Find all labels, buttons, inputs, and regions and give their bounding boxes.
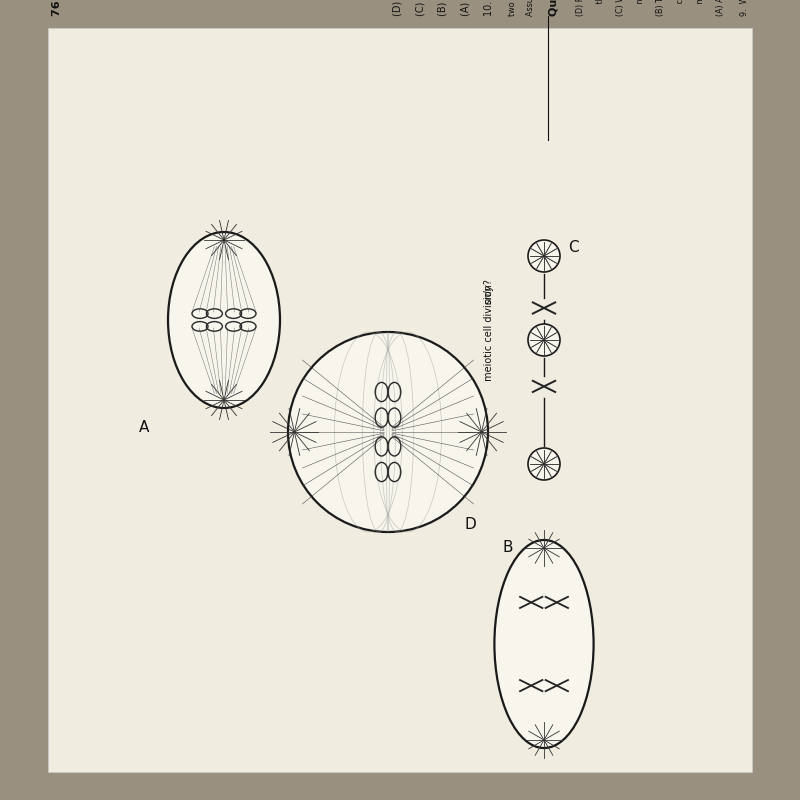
Text: A: A bbox=[139, 420, 149, 435]
Text: 10. Which figure could represent: 10. Which figure could represent bbox=[484, 0, 494, 16]
Ellipse shape bbox=[168, 232, 280, 408]
Text: meiotic cell division?: meiotic cell division? bbox=[484, 279, 494, 384]
Text: (B) B: (B) B bbox=[438, 0, 448, 16]
Text: than not.: than not. bbox=[596, 0, 605, 16]
Text: (A) A significant difference between cells undergoing meiosis II do not undergo: (A) A significant difference between cel… bbox=[716, 0, 725, 16]
Text: 76   AP BIOLOGY: 76 AP BIOLOGY bbox=[52, 0, 62, 16]
Text: B: B bbox=[502, 540, 513, 555]
Text: (D) D: (D) D bbox=[393, 0, 403, 16]
Circle shape bbox=[528, 448, 560, 480]
Text: number gets cut in half.: number gets cut in half. bbox=[636, 0, 645, 16]
Text: C: C bbox=[568, 241, 578, 255]
Circle shape bbox=[288, 332, 488, 532]
Text: meiosis II is that chromosomes in cells undergoing meiosis II do not undergo: meiosis II is that chromosomes in cells … bbox=[696, 0, 705, 16]
Text: only: only bbox=[484, 283, 494, 304]
Text: 9.  Which of the following is a significant difference between cells undergoing : 9. Which of the following is a significa… bbox=[740, 0, 749, 16]
Text: (D) Replication of chromosomes occurs during the S phase of interphase.: (D) Replication of chromosomes occurs du… bbox=[576, 0, 585, 16]
Text: D: D bbox=[465, 517, 476, 532]
Ellipse shape bbox=[494, 540, 594, 748]
Text: (B) The most important process that occurs during meiosis is that the chromosome: (B) The most important process that occu… bbox=[656, 0, 665, 16]
FancyBboxPatch shape bbox=[48, 28, 752, 772]
Text: (C) With few exceptions, human body cells spend more of their lives in cell divi: (C) With few exceptions, human body cell… bbox=[616, 0, 625, 16]
Text: Questions 10–11: Questions 10–11 bbox=[548, 0, 558, 16]
Circle shape bbox=[528, 324, 560, 356]
Text: Assume that each figure below represents a cell that will continue to divide and: Assume that each figure below represents… bbox=[526, 0, 534, 16]
Text: (C) C: (C) C bbox=[415, 0, 426, 16]
Text: two daughter cells.: two daughter cells. bbox=[508, 0, 517, 16]
Circle shape bbox=[528, 240, 560, 272]
Text: (A) A: (A) A bbox=[460, 0, 470, 16]
Text: crossing-over.: crossing-over. bbox=[676, 0, 685, 16]
